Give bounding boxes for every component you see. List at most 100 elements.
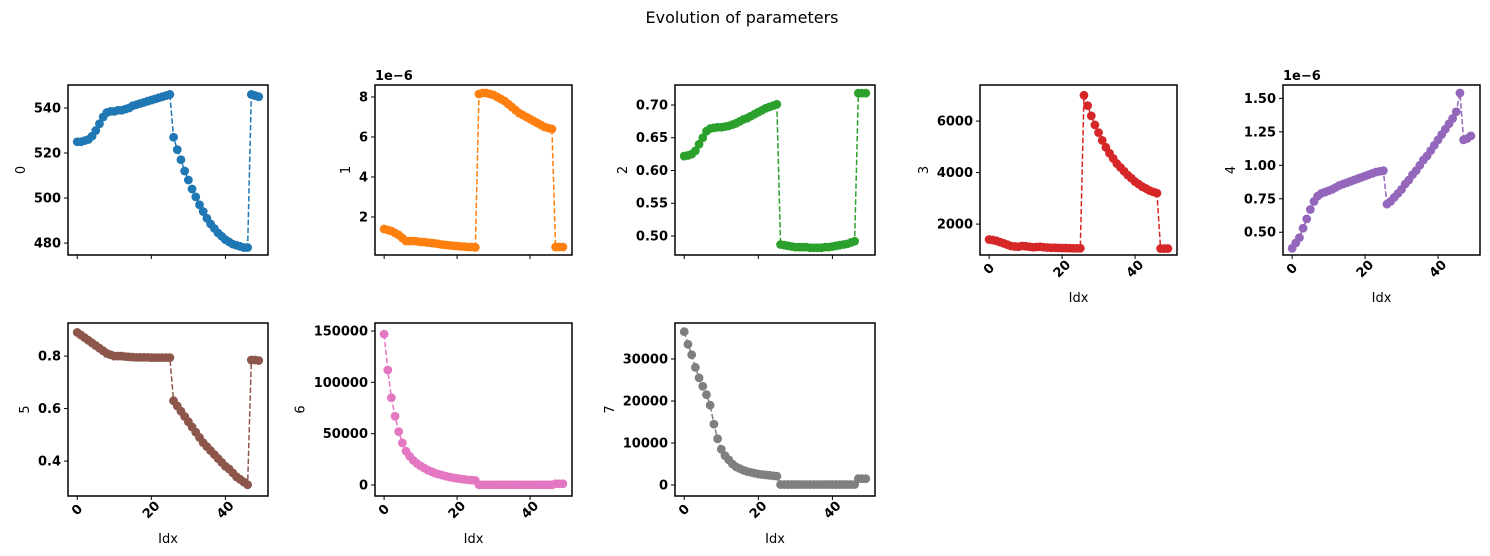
y-tick-label: 2 xyxy=(359,211,368,226)
data-point xyxy=(861,88,871,98)
data-point xyxy=(1378,166,1388,176)
x-tick-label: 40 xyxy=(1124,258,1147,281)
data-line xyxy=(684,92,866,249)
offset-text: 1e−6 xyxy=(1283,69,1321,84)
y-tick-label: 20000 xyxy=(623,394,668,409)
data-point xyxy=(1448,114,1458,123)
data-point xyxy=(383,365,393,375)
subplot: 0.50 0.55 0.60 0.65 0.70 2 xyxy=(616,84,876,259)
data-point xyxy=(850,236,860,246)
data-point xyxy=(243,243,253,252)
data-point xyxy=(1451,107,1461,117)
y-tick-label: 6 xyxy=(359,131,368,146)
data-point xyxy=(1466,131,1476,141)
y-tick-label: 4000 xyxy=(937,166,973,181)
y-tick-label: 4 xyxy=(359,171,368,186)
axes-frame xyxy=(374,84,573,256)
x-tick-label: 0 xyxy=(1284,261,1301,278)
data-point xyxy=(397,438,407,448)
y-tick-label: 480 xyxy=(34,237,61,252)
data-point xyxy=(165,353,175,363)
data-point xyxy=(1075,243,1085,253)
data-point xyxy=(379,329,389,339)
data-point xyxy=(1455,88,1465,98)
y-tick-label: 0.8 xyxy=(38,350,61,365)
x-tick-label: 0 xyxy=(981,261,998,278)
y-tick-label: 2000 xyxy=(937,218,973,233)
x-axis-label: Idx xyxy=(1069,291,1089,306)
subplot: 0.4 0.6 0.8 0 20 40 5 Idx xyxy=(18,322,269,547)
x-tick-label: 0 xyxy=(69,502,86,519)
x-tick-label: 0 xyxy=(376,502,393,519)
data-point xyxy=(1295,233,1304,242)
data-point xyxy=(1152,188,1162,198)
y-tick-label: 50000 xyxy=(323,427,368,442)
data-point xyxy=(165,90,175,99)
subplot: 0.50 0.75 1.00 1.25 1.50 0 20 40 4 Idx 1e−6 xyxy=(1224,69,1481,306)
y-tick-label: 0.70 xyxy=(636,98,668,113)
data-point xyxy=(1079,90,1089,100)
data-point xyxy=(772,99,782,109)
y-tick-label: 8 xyxy=(359,91,368,106)
data-point xyxy=(772,471,782,481)
y-axis-label: 2 xyxy=(616,166,631,174)
x-tick-label: 20 xyxy=(1051,258,1074,281)
data-point xyxy=(713,434,722,444)
x-tick-label: 20 xyxy=(747,499,770,522)
y-axis-label: 5 xyxy=(18,405,33,413)
data-point xyxy=(698,381,708,391)
y-axis-label: 3 xyxy=(917,166,932,174)
data-point xyxy=(1302,214,1312,224)
data-point xyxy=(698,133,708,143)
subplot: 2000 4000 6000 0 20 40 3 Idx xyxy=(917,84,1178,306)
axes-frame xyxy=(1282,84,1481,256)
data-point xyxy=(687,350,697,360)
data-point xyxy=(394,427,404,437)
data-point xyxy=(679,327,689,337)
y-axis-label: 6 xyxy=(294,405,309,413)
y-tick-label: 0.55 xyxy=(636,197,668,212)
data-point xyxy=(702,390,711,400)
data-point xyxy=(254,92,264,102)
x-axis-label: Idx xyxy=(464,532,484,547)
data-point xyxy=(176,155,186,165)
y-tick-label: 100000 xyxy=(314,376,368,391)
data-point xyxy=(1086,111,1096,121)
y-tick-label: 540 xyxy=(34,101,61,116)
data-point xyxy=(683,339,693,349)
data-point xyxy=(387,393,396,403)
subplot: 0 50000 100000 150000 0 20 40 6 Idx xyxy=(294,322,573,547)
data-point xyxy=(1083,101,1093,111)
data-point xyxy=(91,126,101,135)
y-tick-label: 0.50 xyxy=(636,230,668,245)
subplot: 2 4 6 8 1 1e−6 xyxy=(339,69,573,259)
axes-frame xyxy=(674,84,876,256)
y-tick-label: 0.60 xyxy=(636,164,668,179)
data-point xyxy=(470,243,480,252)
data-point xyxy=(243,480,253,490)
y-tick-label: 0.65 xyxy=(636,131,668,146)
y-tick-label: 0.50 xyxy=(1244,226,1276,241)
x-tick-label: 40 xyxy=(821,499,844,522)
data-point xyxy=(558,242,568,252)
subplot: 480 500 520 540 0 xyxy=(14,84,269,259)
y-tick-label: 1.25 xyxy=(1244,125,1276,140)
data-point xyxy=(861,474,871,484)
axes-frame xyxy=(67,84,269,256)
data-point xyxy=(1163,244,1173,253)
data-point xyxy=(180,166,190,176)
subplot: 0 10000 20000 30000 0 20 40 7 Idx xyxy=(603,322,876,547)
data-point xyxy=(183,175,193,185)
y-axis-label: 7 xyxy=(603,405,618,413)
data-point xyxy=(690,146,700,156)
data-point xyxy=(690,362,700,372)
data-point xyxy=(1090,120,1100,130)
data-point xyxy=(694,139,704,149)
data-point xyxy=(1305,205,1315,214)
x-axis-label: Idx xyxy=(158,532,178,547)
data-point xyxy=(709,419,719,429)
y-axis-label: 4 xyxy=(1224,166,1239,174)
y-tick-label: 520 xyxy=(34,147,61,162)
data-point xyxy=(95,119,104,129)
data-point xyxy=(198,207,208,216)
